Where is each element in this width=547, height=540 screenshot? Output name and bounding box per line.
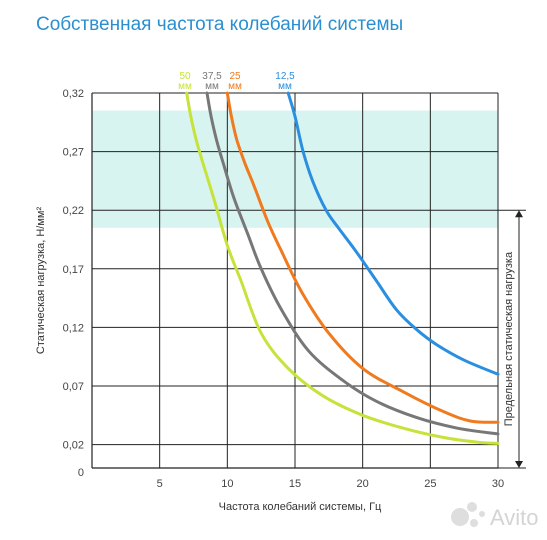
- series-label-unit: мм: [278, 81, 292, 92]
- range-arrow-up: [515, 210, 523, 218]
- y-tick-label: 0,27: [63, 147, 84, 159]
- series-label-value: 25: [229, 71, 241, 82]
- x-tick-label: 30: [492, 478, 504, 490]
- series-lines: [185, 91, 500, 445]
- x-axis-label: Частота колебаний системы, Гц: [219, 501, 382, 513]
- series-label-unit: мм: [228, 81, 242, 92]
- series-label-value: 37,5: [202, 71, 222, 82]
- series-label-value: 12,5: [275, 71, 295, 82]
- series-label-unit: мм: [205, 81, 219, 92]
- series-line-3: [286, 91, 500, 376]
- x-tick-label: 5: [157, 478, 163, 490]
- y-tick-label: 0: [78, 467, 84, 479]
- series-label-unit: мм: [178, 81, 192, 92]
- series-line-0: [185, 91, 500, 445]
- x-tick-label: 25: [424, 478, 436, 490]
- y-tick-label: 0,22: [63, 205, 84, 217]
- x-tick-labels: 5 10 15 20 25 30: [157, 478, 505, 490]
- axes: [91, 93, 498, 469]
- y-tick-label: 0,12: [63, 322, 84, 334]
- range-arrow-down: [515, 461, 523, 468]
- x-tick-label: 10: [221, 478, 233, 490]
- series-label-value: 50: [179, 71, 191, 82]
- watermark-text: Avito: [490, 505, 539, 530]
- y-tick-label: 0,17: [63, 264, 84, 276]
- range-label: Предельная статическая нагрузка: [503, 251, 515, 426]
- series-line-1: [205, 91, 500, 436]
- y-tick-labels: 0 0,02 0,07 0,12 0,17 0,22 0,27 0,32: [63, 88, 84, 479]
- page-title: Собственная частота колебаний системы: [36, 14, 404, 35]
- y-axis-label: Статическая нагрузка, Н/мм²: [35, 207, 47, 355]
- y-tick-label: 0,02: [63, 440, 84, 452]
- y-tick-label: 0,32: [63, 88, 84, 100]
- series-line-2: [225, 91, 500, 424]
- watermark: Avito: [451, 502, 539, 530]
- x-tick-label: 20: [357, 478, 369, 490]
- range-annotation: Предельная статическая нагрузка: [498, 209, 526, 469]
- y-tick-label: 0,07: [63, 381, 84, 393]
- x-tick-label: 15: [289, 478, 301, 490]
- grid-lines: [92, 92, 499, 468]
